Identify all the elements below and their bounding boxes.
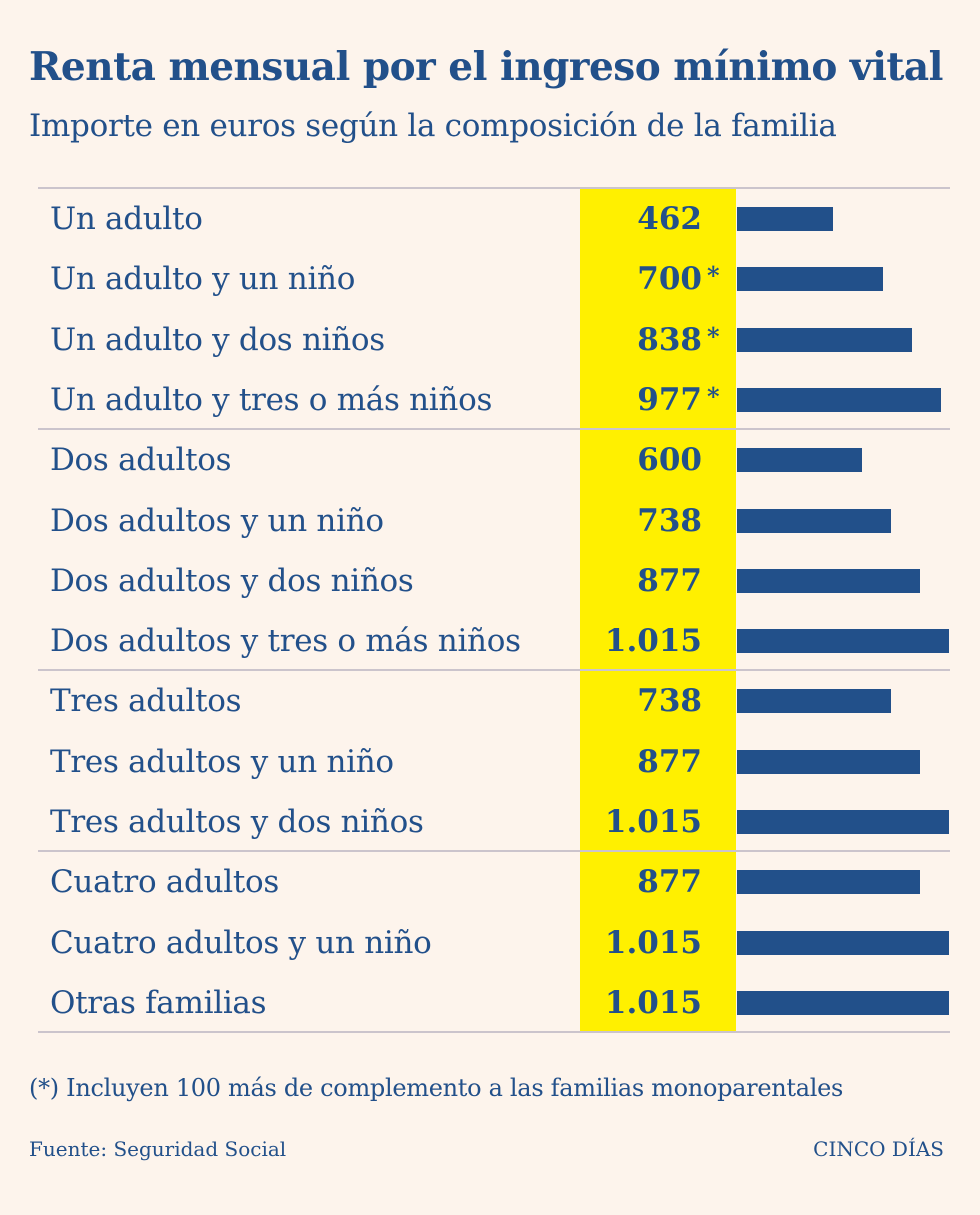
chart-subtitle: Importe en euros según la composición de… [29,108,837,144]
group-divider [38,428,950,430]
bar [737,930,949,955]
category-label: Cuatro adultos [50,864,279,901]
value-label: 600 [637,442,702,479]
value-label: 738 [637,502,702,539]
value-label: 1.015 [604,623,702,660]
value-label: 977 [637,381,702,418]
footnote: (*) Incluyen 100 más de complemento a la… [29,1074,844,1102]
group-divider [38,850,950,852]
category-label: Otras familias [50,984,267,1021]
bar [737,990,949,1015]
top-divider [38,187,950,189]
value-label: 877 [637,562,702,599]
category-label: Dos adultos y dos niños [50,562,414,599]
bottom-divider [38,1031,950,1033]
category-label: Dos adultos y un niño [50,502,384,539]
bar [737,629,949,654]
value-label: 700 [637,261,702,298]
asterisk-mark: * [707,321,720,351]
value-label: 1.015 [604,984,702,1021]
bar [737,267,883,292]
bar [737,387,941,412]
chart-title: Renta mensual por el ingreso mínimo vita… [29,44,944,90]
bar [737,870,920,895]
bar [737,810,949,834]
category-label: Tres adultos y dos niños [50,804,424,840]
category-label: Un adulto y tres o más niños [50,381,493,418]
category-label: Dos adultos y tres o más niños [50,623,521,660]
bar [737,207,833,231]
value-label: 462 [637,201,702,237]
category-label: Tres adultos [50,683,242,720]
category-label: Un adulto [50,201,203,237]
bar [737,448,862,473]
category-label: Tres adultos y un niño [50,743,394,780]
group-divider [38,669,950,671]
value-label: 877 [637,864,702,901]
bar [737,568,920,593]
category-label: Dos adultos [50,442,232,479]
value-label: 838 [637,321,702,358]
value-label: 877 [637,743,702,780]
value-column-highlight [580,187,736,1031]
value-label: 738 [637,683,702,720]
source-credit: Fuente: Seguridad Social [29,1137,287,1161]
publisher-brand: CINCO DÍAS [813,1137,944,1161]
bar [737,508,891,533]
category-label: Cuatro adultos y un niño [50,924,432,961]
bar [737,749,920,774]
category-label: Un adulto y dos niños [50,321,385,358]
bar [737,689,891,714]
asterisk-mark: * [707,261,720,291]
category-label: Un adulto y un niño [50,261,356,298]
value-label: 1.015 [604,924,702,961]
value-label: 1.015 [604,804,702,840]
bar [737,327,912,352]
asterisk-mark: * [707,381,720,411]
